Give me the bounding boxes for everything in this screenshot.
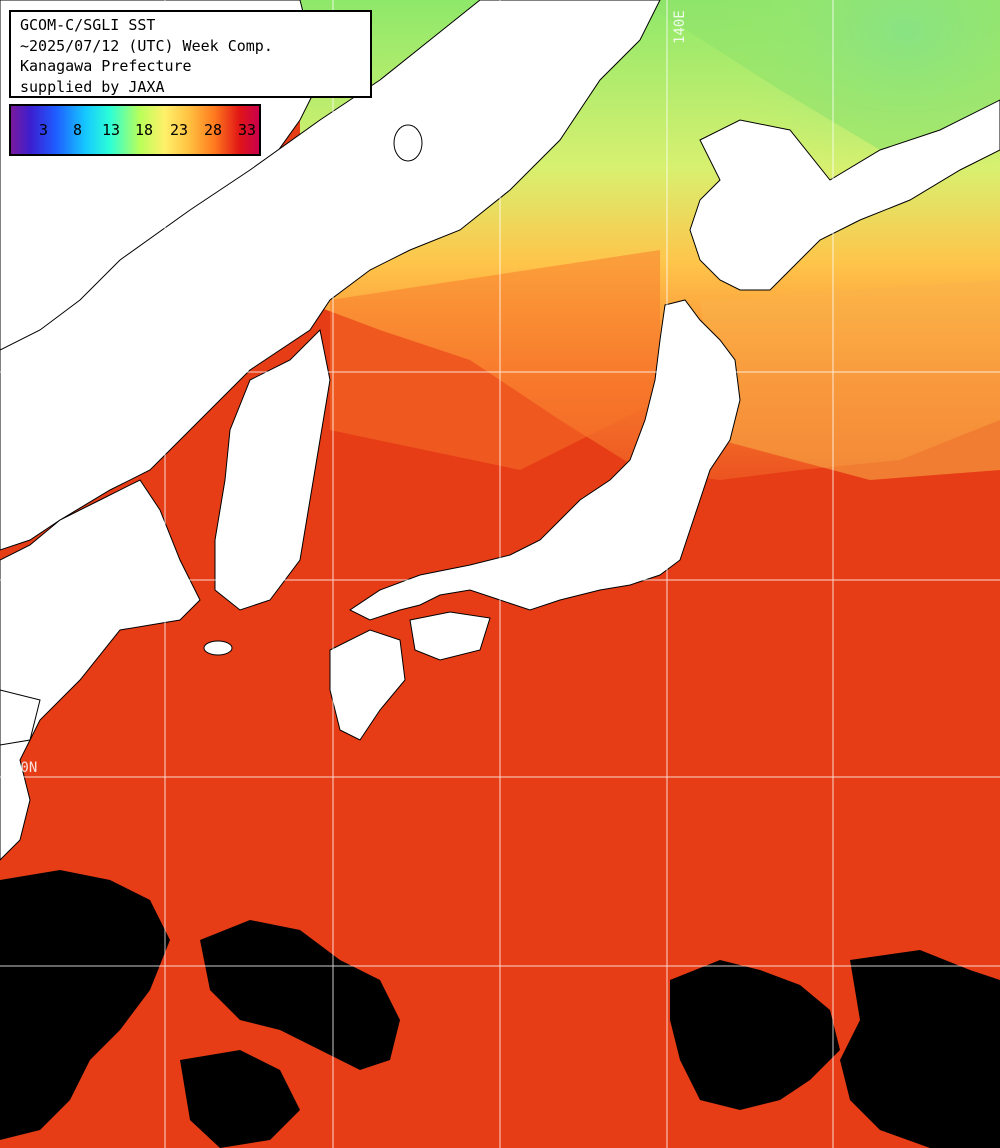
color-scale-bar: 3 8 13 18 23 28 33 <box>9 104 261 156</box>
okhotsk-cool-band <box>640 0 1000 150</box>
lat-label-30: 30N <box>12 760 38 776</box>
honshu <box>349 299 741 621</box>
lon-label-140: 140E <box>672 10 688 44</box>
pacific-yellow-band <box>700 280 1000 480</box>
cloud-patch-1 <box>0 870 170 1140</box>
jeju-island <box>203 640 233 656</box>
scale-tick: 8 <box>73 121 83 139</box>
island-north <box>393 124 423 162</box>
cloud-patch-6 <box>320 995 380 1060</box>
shanghai-coast <box>0 689 41 746</box>
china-coast <box>0 479 201 861</box>
lat-label-40: 40N <box>12 352 38 368</box>
date-range: ~2025/07/12 (UTC) Week Comp. <box>20 36 273 55</box>
supplier-label: supplied by JAXA <box>20 77 165 96</box>
shikoku <box>409 611 491 661</box>
scale-tick: 18 <box>135 121 154 139</box>
cloud-patch-3 <box>670 960 840 1110</box>
scale-tick: 33 <box>238 121 257 139</box>
cloud-patch-4 <box>840 950 1000 1148</box>
cloud-patch-5 <box>180 1050 300 1148</box>
scale-tick: 28 <box>204 121 223 139</box>
sea-of-japan-warm <box>330 250 660 470</box>
scale-tick: 13 <box>102 121 121 139</box>
hokkaido <box>689 99 1000 291</box>
info-box: GCOM-C/SGLI SST ~2025/07/12 (UTC) Week C… <box>9 10 372 98</box>
cloud-mask <box>0 870 1000 1148</box>
scale-tick: 23 <box>170 121 189 139</box>
scale-tick: 3 <box>39 121 49 139</box>
region-label: Kanagawa Prefecture <box>20 57 192 75</box>
product-name: GCOM-C/SGLI SST <box>20 16 156 34</box>
